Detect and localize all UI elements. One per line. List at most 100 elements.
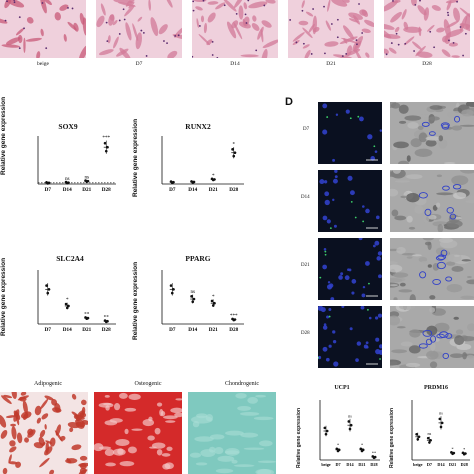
nucleus-dot [4, 19, 7, 22]
nucleus [330, 297, 335, 300]
x-tick-label: D28 [229, 327, 238, 333]
cell-shape [124, 5, 135, 17]
significance-label: * [232, 142, 235, 148]
texture-blob [390, 102, 401, 109]
cell-shape [96, 15, 105, 28]
cell-shape [343, 25, 355, 40]
texture-blob [409, 294, 416, 300]
oil-red-stain [0, 414, 7, 428]
cell-shape [150, 17, 159, 37]
alizarin-texture [98, 446, 112, 450]
oil-red-stain [1, 395, 12, 405]
lipid-droplet-outline [439, 331, 449, 338]
lipid-droplet-outline [440, 249, 448, 257]
texture-blob [459, 124, 474, 127]
nucleus-dot [255, 49, 258, 52]
alizarin-texture [119, 460, 135, 467]
green-signal [367, 308, 369, 311]
texture-blob [400, 341, 413, 347]
oil-red-stain [44, 423, 47, 430]
oil-red-stain [15, 461, 22, 468]
alizarin-texture [160, 410, 166, 417]
texture-blob [446, 220, 463, 228]
data-point [323, 426, 327, 430]
nucleus [373, 244, 376, 248]
x-tick-label: D14 [188, 187, 197, 193]
x-tick-label: D7 [45, 327, 52, 333]
data-point [64, 302, 68, 306]
label-d28: D28 [422, 61, 432, 67]
texture-blob [418, 132, 428, 143]
data-point [67, 304, 70, 308]
texture-blob [414, 148, 433, 158]
cell-shape [292, 32, 305, 42]
cell-shape [431, 5, 441, 11]
nucleus [322, 325, 328, 330]
nucleus [374, 150, 378, 153]
texture-blob [453, 316, 459, 320]
data-point [324, 432, 328, 436]
texture-blob [429, 116, 440, 121]
ylabel-ucp1: Relative gene expression [296, 407, 302, 468]
alizarin-texture [104, 448, 115, 456]
alizarin-texture [113, 403, 121, 411]
em-image-d7 [390, 102, 474, 164]
x-tick-label: D14 [188, 327, 197, 333]
oil-red-stain [41, 413, 49, 420]
cell-shape [137, 16, 143, 22]
cell-shape [167, 50, 178, 58]
cell-shape [446, 0, 452, 11]
texture-blob [408, 226, 416, 230]
nucleus [332, 158, 336, 162]
cell-shape [115, 48, 129, 57]
cell-shape [200, 15, 205, 23]
nucleus-dot [404, 42, 407, 45]
cell-shape [418, 26, 422, 37]
data-point [360, 449, 364, 453]
nucleus [328, 308, 332, 312]
cell-shape [1, 44, 21, 48]
nucleus [349, 190, 355, 196]
alcian-texture [214, 447, 224, 455]
cell-shape [304, 49, 311, 58]
texture-blob [432, 263, 440, 271]
he-image-d7 [96, 0, 182, 58]
cell-shape [257, 26, 264, 40]
nucleus [362, 285, 366, 289]
texture-blob [451, 266, 464, 272]
nucleus [349, 327, 353, 331]
texture-blob [421, 260, 428, 264]
data-point [46, 291, 50, 295]
texture-blob [460, 170, 474, 174]
nucleus-dot [341, 55, 344, 58]
cell-shape [226, 21, 237, 39]
nucleus-dot [452, 41, 455, 44]
fluor-image-d21 [318, 238, 382, 300]
cell-shape [302, 44, 310, 49]
fluor-image-d14 [318, 170, 382, 232]
nucleus [362, 205, 365, 208]
oil-red-stain [74, 414, 85, 420]
texture-blob [446, 283, 463, 293]
alcian-texture [258, 440, 273, 447]
texture-blob [449, 353, 464, 358]
nucleus-dot [358, 3, 360, 5]
nucleus-dot [174, 35, 177, 37]
label-beige: beige [37, 61, 49, 67]
cell-shape [388, 47, 397, 54]
ylabel-slc2a4: Relative gene expression [0, 257, 7, 336]
cell-shape [78, 45, 86, 58]
texture-blob [410, 138, 422, 148]
data-point [211, 178, 215, 182]
alcian-texture [225, 430, 244, 436]
x-tick-label: D21 [449, 462, 456, 467]
oil-red-stain [79, 462, 87, 470]
texture-blob [436, 174, 443, 178]
texture-blob [460, 295, 474, 300]
cell-shape [384, 28, 392, 39]
lipid-droplet-outline [446, 207, 454, 214]
oil-red-stain [69, 427, 74, 433]
data-point [191, 300, 195, 304]
nucleus-dot [301, 9, 304, 12]
cell-shape [341, 0, 350, 3]
